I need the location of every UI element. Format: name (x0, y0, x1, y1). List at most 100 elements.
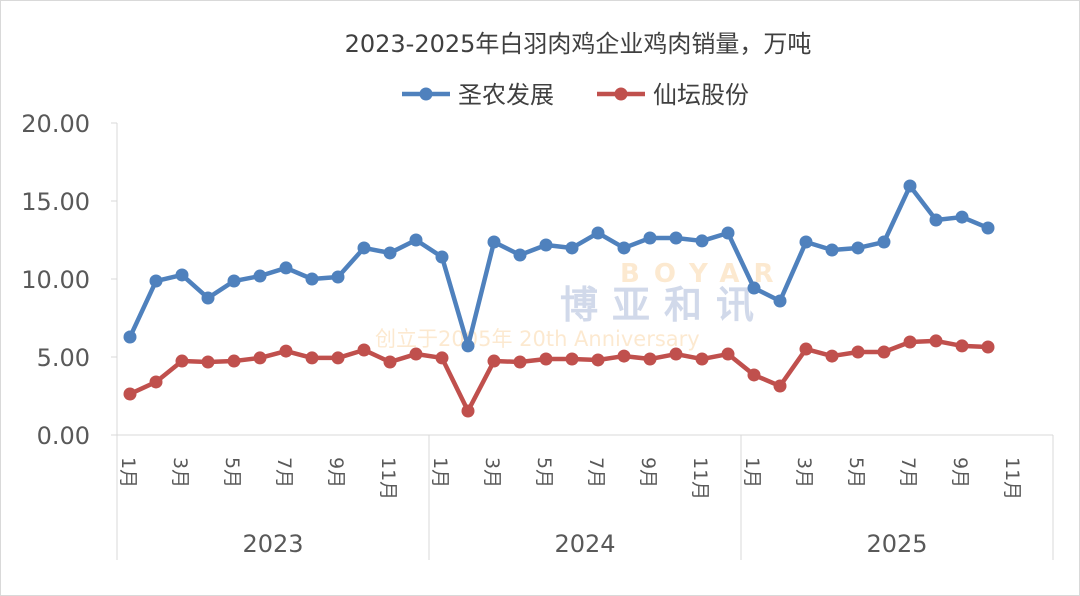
data-point (357, 241, 371, 255)
y-tick-label: 15.00 (21, 188, 90, 216)
chart-title: 2023-2025年白羽肉鸡企业鸡肉销量，万吨 (345, 30, 812, 58)
data-point (279, 344, 293, 358)
data-point (877, 235, 891, 249)
y-tick-label: 0.00 (37, 422, 90, 450)
data-point (305, 272, 319, 286)
data-point (617, 241, 631, 255)
y-tick-label: 20.00 (21, 110, 90, 138)
month-label: 3月 (481, 457, 503, 488)
data-point (799, 235, 813, 249)
month-label: 1月 (429, 457, 451, 488)
axes: 0.00 5.00 10.00 15.00 20.00 2023 1月 3月 5月 7月 9月 11月… (21, 110, 1054, 560)
data-point (201, 355, 215, 369)
data-point (357, 343, 371, 357)
data-point (383, 246, 397, 260)
data-point (825, 243, 839, 257)
legend-item-1: 仙坛股份 (597, 81, 749, 109)
data-point (201, 291, 215, 305)
month-label: 3月 (793, 457, 815, 488)
month-label: 5月 (533, 457, 555, 488)
data-point (253, 351, 267, 365)
month-label: 11月 (689, 457, 711, 500)
data-point (227, 274, 241, 288)
data-point (565, 241, 579, 255)
legend: 圣农发展 仙坛股份 (402, 81, 749, 109)
data-point (123, 387, 137, 401)
month-label: 7月 (273, 457, 295, 488)
data-point (929, 213, 943, 227)
data-point (149, 375, 163, 389)
data-point (695, 234, 709, 248)
year-label: 2024 (554, 530, 615, 558)
data-point (903, 179, 917, 193)
data-point (981, 221, 995, 235)
data-point (487, 235, 501, 249)
watermark-brand-cn: 博亚和讯 (560, 283, 768, 327)
year-label: 2025 (866, 530, 927, 558)
series-line-0 (127, 183, 989, 349)
series-line-1 (129, 338, 989, 414)
data-point (253, 269, 267, 283)
data-point (643, 352, 657, 366)
data-point (383, 355, 397, 369)
data-point (435, 250, 449, 264)
data-point (825, 349, 839, 363)
month-label: 11月 (1001, 457, 1023, 500)
month-label: 5月 (221, 457, 243, 488)
data-point (929, 334, 943, 348)
data-point (331, 270, 345, 284)
data-point (175, 354, 189, 368)
data-point (149, 274, 163, 288)
month-label: 9月 (949, 457, 971, 488)
data-point (305, 351, 319, 365)
data-point (851, 345, 865, 359)
data-point (747, 281, 761, 295)
data-point (981, 340, 995, 354)
data-point (799, 342, 813, 356)
data-point (279, 261, 293, 275)
data-point (903, 335, 917, 349)
month-label: 3月 (169, 457, 191, 488)
data-point (487, 354, 501, 368)
data-point (565, 352, 579, 366)
data-point (851, 241, 865, 255)
month-label: 9月 (637, 457, 659, 488)
data-point (409, 347, 423, 361)
legend-marker (419, 87, 433, 101)
series-layer (123, 179, 995, 418)
data-point (331, 351, 345, 365)
data-point (227, 354, 241, 368)
data-point (747, 368, 761, 382)
legend-item-0: 圣农发展 (402, 81, 554, 109)
data-point (955, 339, 969, 353)
data-point (591, 226, 605, 240)
data-point (877, 345, 891, 359)
watermark: BOYAR 博亚和讯 创立于2005年 20th Anniversary (375, 259, 773, 351)
month-label: 11月 (377, 457, 399, 500)
legend-label: 仙坛股份 (653, 81, 749, 109)
watermark-tagline: 创立于2005年 20th Anniversary (375, 327, 700, 351)
data-point (773, 294, 787, 308)
data-point (539, 352, 553, 366)
data-point (695, 352, 709, 366)
data-point (617, 349, 631, 363)
month-label: 1月 (741, 457, 763, 488)
data-point (721, 347, 735, 361)
data-point (669, 347, 683, 361)
data-point (721, 226, 735, 240)
data-point (461, 339, 475, 353)
data-point (175, 268, 189, 282)
month-label: 9月 (325, 457, 347, 488)
year-label: 2023 (242, 530, 303, 558)
legend-marker (614, 87, 628, 101)
data-point (539, 238, 553, 252)
legend-label: 圣农发展 (458, 81, 554, 109)
data-point (591, 353, 605, 367)
data-point (409, 233, 423, 247)
month-label: 5月 (845, 457, 867, 488)
data-point (461, 404, 475, 418)
data-point (955, 210, 969, 224)
data-point (513, 248, 527, 262)
data-point (773, 379, 787, 393)
